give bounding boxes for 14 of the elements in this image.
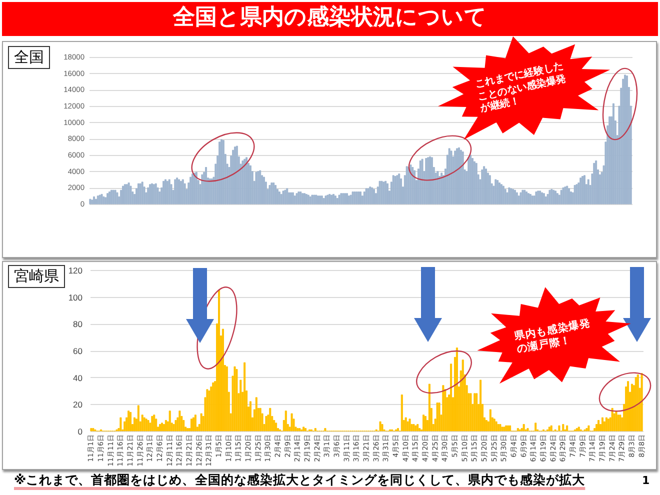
text: 1 — [642, 474, 650, 488]
chart-subtitle: 全国 — [8, 46, 50, 69]
annotation: 県内も感染爆発の瀬戸際！ — [513, 317, 592, 357]
annotation: これまでに経験したことのない感染爆発が継続！ — [474, 60, 568, 116]
chart-title: 全国と県内の感染状況について — [173, 5, 487, 30]
y-tick-label: 0 — [78, 426, 83, 436]
y-tick-label: 60 — [73, 346, 83, 356]
y-tick-label: 120 — [68, 266, 83, 276]
y-tick-label: 40 — [73, 372, 83, 383]
y-tick-label: 20 — [73, 400, 83, 410]
text: ※これまで、首都圏をはじめ、全国的な感染拡大とタイミングを同じくして、県内でも感染が拡大 — [14, 471, 586, 488]
y-tick-label: 100 — [68, 292, 83, 302]
chart-title: 宮崎県 — [8, 265, 65, 288]
y-tick-label: 80 — [73, 319, 83, 330]
